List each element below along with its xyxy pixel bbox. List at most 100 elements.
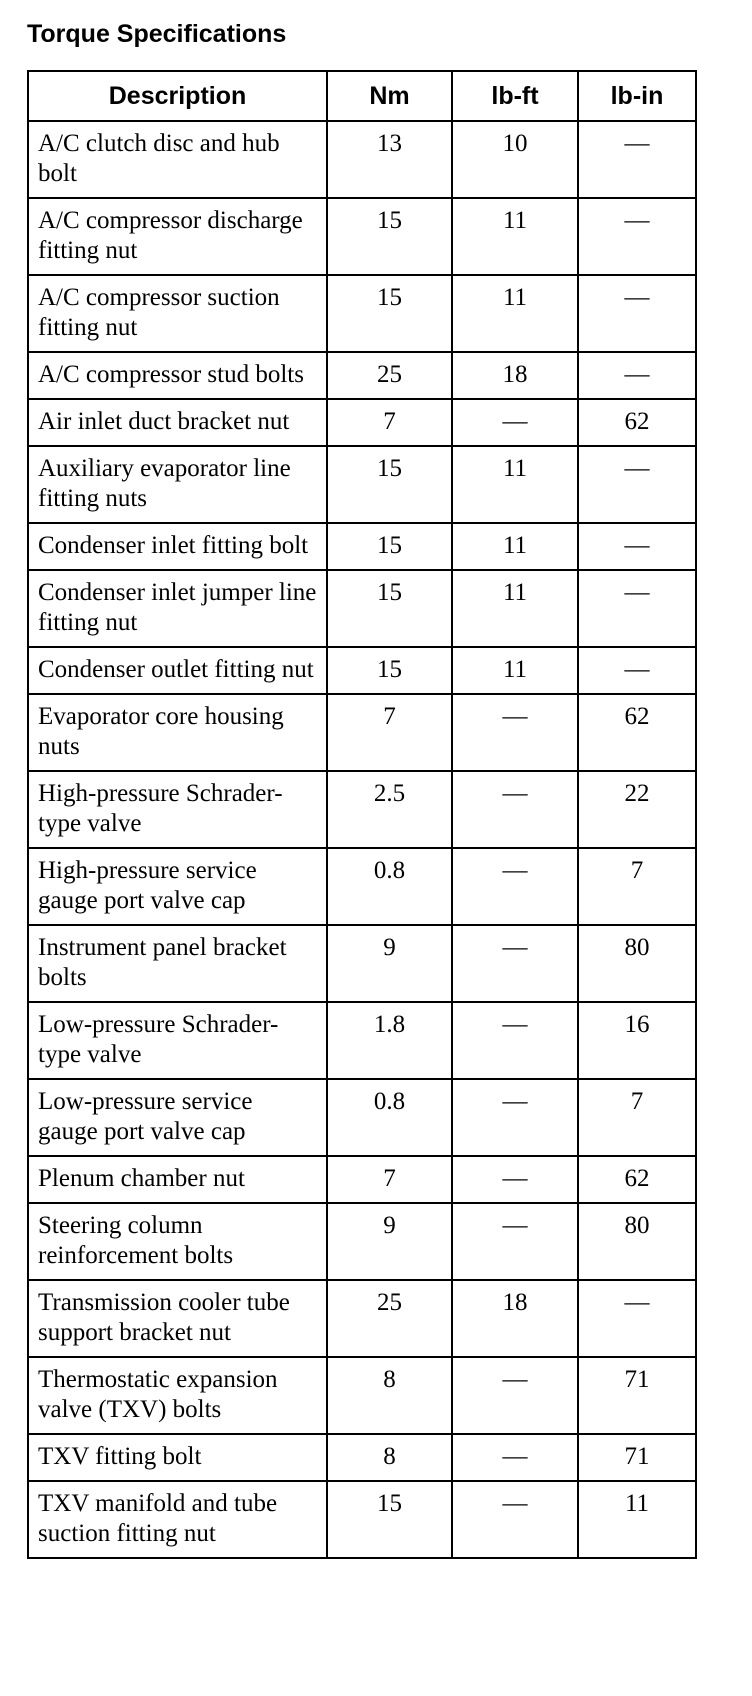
table-row: High-pressure Schrader-type valve 2.5—22 <box>27 770 697 849</box>
value-cell: 7 <box>577 847 697 926</box>
table-row: Instrument panel bracket bolts 9—80 <box>27 924 697 1003</box>
table-head: Description Nm lb-ft lb-in <box>27 70 697 122</box>
value-cell: 16 <box>577 1001 697 1080</box>
value-cell: — <box>451 693 579 772</box>
value-cell: 8 <box>326 1356 453 1435</box>
value-cell: — <box>451 924 579 1003</box>
value-cell: 15 <box>326 569 453 648</box>
description-cell: Condenser inlet jumper line fitting nut <box>27 569 328 648</box>
description-cell: A/C compressor suction fitting nut <box>27 274 328 353</box>
column-header: lb-ft <box>451 70 579 122</box>
value-cell: 80 <box>577 1202 697 1281</box>
description-cell: High-pressure service gauge port valve c… <box>27 847 328 926</box>
value-cell: — <box>577 445 697 524</box>
value-cell: — <box>451 1155 579 1204</box>
value-cell: 11 <box>451 445 579 524</box>
description-cell: Air inlet duct bracket nut <box>27 398 328 447</box>
value-cell: 0.8 <box>326 1078 453 1157</box>
description-cell: A/C compressor discharge fitting nut <box>27 197 328 276</box>
table-row: Air inlet duct bracket nut 7—62 <box>27 398 697 447</box>
value-cell: 15 <box>326 445 453 524</box>
value-cell: — <box>451 1433 579 1482</box>
value-cell: — <box>451 1001 579 1080</box>
title: Torque Specifications <box>27 20 287 48</box>
description-cell: Instrument panel bracket bolts <box>27 924 328 1003</box>
value-cell: 15 <box>326 522 453 571</box>
torque-table: Description Nm lb-ft lb-in A/C clutch disc … <box>27 70 697 1559</box>
description-cell: Condenser inlet fitting bolt <box>27 522 328 571</box>
description-cell: A/C compressor stud bolts <box>27 351 328 400</box>
value-cell: 15 <box>326 274 453 353</box>
value-cell: — <box>577 646 697 695</box>
value-cell: 11 <box>451 646 579 695</box>
table-row: A/C compressor suction fitting nut 15 11— <box>27 274 697 353</box>
table-row: Condenser outlet fitting nut 15 11— <box>27 646 697 695</box>
description-cell: Thermostatic expansion valve (TXV) bolts <box>27 1356 328 1435</box>
description-cell: Condenser outlet fitting nut <box>27 646 328 695</box>
value-cell: 13 <box>326 120 453 199</box>
value-cell: 62 <box>577 1155 697 1204</box>
value-cell: — <box>577 522 697 571</box>
value-cell: 15 <box>326 646 453 695</box>
table-row: Steering column reinforcement bolts 9—80 <box>27 1202 697 1281</box>
column-header: lb-in <box>577 70 697 122</box>
description-cell: High-pressure Schrader-type valve <box>27 770 328 849</box>
table-row: Condenser inlet jumper line fitting nut 1… <box>27 569 697 648</box>
value-cell: 18 <box>451 351 579 400</box>
description-cell: Low-pressure service gauge port valve ca… <box>27 1078 328 1157</box>
value-cell: 7 <box>326 1155 453 1204</box>
table-row: TXV fitting bolt 8—71 <box>27 1433 697 1482</box>
value-cell: 8 <box>326 1433 453 1482</box>
table-row: TXV manifold and tube suction fitting nu… <box>27 1480 697 1559</box>
value-cell: 11 <box>451 522 579 571</box>
value-cell: 22 <box>577 770 697 849</box>
value-cell: 9 <box>326 1202 453 1281</box>
value-cell: 11 <box>577 1480 697 1559</box>
value-cell: 62 <box>577 693 697 772</box>
table-row: Condenser inlet fitting bolt 15 11— <box>27 522 697 571</box>
description-cell: Plenum chamber nut <box>27 1155 328 1204</box>
value-cell: 0.8 <box>326 847 453 926</box>
table-row: A/C compressor stud bolts 25 18— <box>27 351 697 400</box>
value-cell: — <box>451 1202 579 1281</box>
value-cell: — <box>451 398 579 447</box>
value-cell: — <box>451 1078 579 1157</box>
value-cell: 62 <box>577 398 697 447</box>
table-row: Transmission cooler tube support bracket… <box>27 1279 697 1358</box>
value-cell: 11 <box>451 569 579 648</box>
value-cell: 71 <box>577 1356 697 1435</box>
table-row: Low-pressure service gauge port valve ca… <box>27 1078 697 1157</box>
value-cell: — <box>451 1480 579 1559</box>
value-cell: — <box>577 1279 697 1358</box>
header-row: Description Nm lb-ft lb-in <box>27 70 697 122</box>
value-cell: 71 <box>577 1433 697 1482</box>
value-cell: — <box>451 1356 579 1435</box>
table-row: A/C compressor discharge fitting nut 15 11… <box>27 197 697 276</box>
value-cell: — <box>577 569 697 648</box>
value-cell: 10 <box>451 120 579 199</box>
value-cell: 2.5 <box>326 770 453 849</box>
value-cell: 7 <box>577 1078 697 1157</box>
value-cell: — <box>451 847 579 926</box>
value-cell: 18 <box>451 1279 579 1358</box>
description-cell: TXV manifold and tube suction fitting nu… <box>27 1480 328 1559</box>
description-cell: Low-pressure Schrader-type valve <box>27 1001 328 1080</box>
value-cell: 25 <box>326 351 453 400</box>
value-cell: 25 <box>326 1279 453 1358</box>
value-cell: 80 <box>577 924 697 1003</box>
table-row: Evaporator core housing nuts 7—62 <box>27 693 697 772</box>
value-cell: — <box>577 351 697 400</box>
table-row: A/C clutch disc and hub bolt 13 10— <box>27 120 697 199</box>
table-row: High-pressure service gauge port valve c… <box>27 847 697 926</box>
value-cell: 7 <box>326 693 453 772</box>
description-cell: Evaporator core housing nuts <box>27 693 328 772</box>
table-row: Thermostatic expansion valve (TXV) bolts… <box>27 1356 697 1435</box>
value-cell: 11 <box>451 274 579 353</box>
column-header: Nm <box>326 70 453 122</box>
value-cell: 15 <box>326 197 453 276</box>
table-row: Low-pressure Schrader-type valve 1.8—16 <box>27 1001 697 1080</box>
value-cell: — <box>577 120 697 199</box>
description-cell: TXV fitting bolt <box>27 1433 328 1482</box>
value-cell: — <box>451 770 579 849</box>
